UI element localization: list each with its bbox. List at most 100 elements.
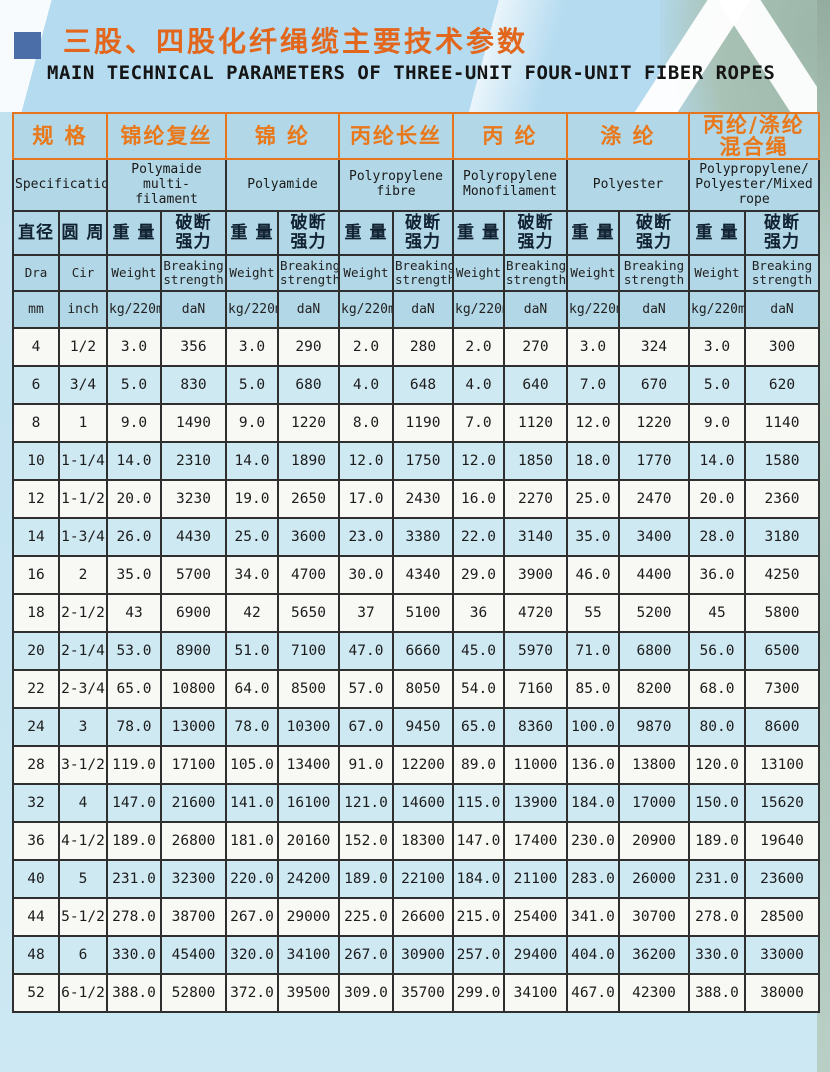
weight-cell: 189.0 xyxy=(338,859,394,900)
material-header-zh: 锦纶复丝 xyxy=(106,111,227,161)
breaking-strength-cell: 13800 xyxy=(618,745,690,786)
breaking-strength-cell: 4430 xyxy=(160,517,227,558)
weight-cell: 25.0 xyxy=(566,479,620,520)
diameter-cell: 10 xyxy=(12,441,60,482)
breaking-strength-cell: 1750 xyxy=(392,441,454,482)
breaking-strength-cell: 5100 xyxy=(392,593,454,634)
circumference-cell: 3-1/2 xyxy=(58,745,108,786)
weight-cell: 3.0 xyxy=(225,327,279,368)
weight-cell: 320.0 xyxy=(225,935,279,976)
weight-cell: 46.0 xyxy=(566,555,620,596)
breaking-strength-cell: 32300 xyxy=(160,859,227,900)
weight-cell: 150.0 xyxy=(688,783,746,824)
weight-cell: 152.0 xyxy=(338,821,394,862)
breaking-strength-cell: 8500 xyxy=(277,669,340,710)
breaking-strength-cell: 24200 xyxy=(277,859,340,900)
breaking-strength-cell: 34100 xyxy=(503,973,568,1014)
weight-unit: kg/220m xyxy=(452,290,505,330)
breaking-strength-cell: 7300 xyxy=(743,669,821,710)
weight-cell: 25.0 xyxy=(225,517,279,558)
weight-cell: 9.0 xyxy=(106,403,162,444)
circumference-cell: 1 xyxy=(58,403,108,444)
breaking-strength-cell: 19640 xyxy=(743,821,821,862)
weight-cell: 5.0 xyxy=(688,365,746,406)
diameter-cell: 24 xyxy=(12,707,60,748)
weight-unit: kg/220m xyxy=(225,290,279,330)
weight-cell: 184.0 xyxy=(566,783,620,824)
page-edge-strip xyxy=(817,0,830,1072)
breaking-header-en: Breaking strength xyxy=(277,254,340,293)
breaking-strength-cell: 10800 xyxy=(160,669,227,710)
breaking-strength-cell: 1580 xyxy=(743,441,821,482)
breaking-unit: daN xyxy=(277,290,340,330)
weight-cell: 467.0 xyxy=(566,973,620,1014)
breaking-strength-cell: 17400 xyxy=(503,821,568,862)
breaking-strength-cell: 13900 xyxy=(503,783,568,824)
breaking-strength-cell: 6500 xyxy=(743,631,821,672)
weight-cell: 278.0 xyxy=(106,897,162,938)
breaking-strength-cell: 2430 xyxy=(392,479,454,520)
breaking-strength-cell: 2360 xyxy=(743,479,821,520)
breaking-strength-cell: 680 xyxy=(277,365,340,406)
weight-cell: 189.0 xyxy=(106,821,162,862)
weight-cell: 184.0 xyxy=(452,859,505,900)
breaking-strength-cell: 20900 xyxy=(618,821,690,862)
weight-cell: 3.0 xyxy=(566,327,620,368)
weight-cell: 23.0 xyxy=(338,517,394,558)
breaking-unit: daN xyxy=(503,290,568,330)
breaking-header-zh: 破断 强力 xyxy=(743,210,821,257)
weight-cell: 67.0 xyxy=(338,707,394,748)
weight-cell: 136.0 xyxy=(566,745,620,786)
material-header-en: Polyamide xyxy=(225,158,340,213)
breaking-strength-cell: 648 xyxy=(392,365,454,406)
weight-cell: 80.0 xyxy=(688,707,746,748)
material-header-zh: 涤 纶 xyxy=(566,111,690,161)
dim-header-en: Dra xyxy=(12,254,60,293)
header-row-units: mm inch kg/220m daN kg/220m daN kg/220m daN kg/2… xyxy=(12,290,821,330)
breaking-strength-cell: 1770 xyxy=(618,441,690,482)
breaking-strength-cell: 5700 xyxy=(160,555,227,596)
weight-cell: 372.0 xyxy=(225,973,279,1014)
breaking-strength-cell: 4400 xyxy=(618,555,690,596)
material-header-zh: 锦 纶 xyxy=(225,111,340,161)
weight-cell: 78.0 xyxy=(225,707,279,748)
breaking-strength-cell: 2310 xyxy=(160,441,227,482)
breaking-strength-cell: 33000 xyxy=(743,935,821,976)
breaking-strength-cell: 34100 xyxy=(277,935,340,976)
breaking-strength-cell: 11000 xyxy=(503,745,568,786)
weight-cell: 2.0 xyxy=(452,327,505,368)
breaking-strength-cell: 30700 xyxy=(618,897,690,938)
weight-cell: 2.0 xyxy=(338,327,394,368)
weight-cell: 14.0 xyxy=(106,441,162,482)
breaking-strength-cell: 8200 xyxy=(618,669,690,710)
table-row: 6 3/4 5.0 830 5.0 680 4.0 648 4.0 640 7.0 670 5.0 620 xyxy=(12,365,821,406)
weight-cell: 115.0 xyxy=(452,783,505,824)
breaking-strength-cell: 1890 xyxy=(277,441,340,482)
breaking-strength-cell: 5650 xyxy=(277,593,340,634)
page-title-en: MAIN TECHNICAL PARAMETERS OF THREE-UNIT … xyxy=(47,62,776,85)
weight-cell: 68.0 xyxy=(688,669,746,710)
breaking-strength-cell: 8050 xyxy=(392,669,454,710)
page-title-zh: 三股、四股化纤绳缆主要技术参数 xyxy=(63,25,529,58)
diameter-cell: 32 xyxy=(12,783,60,824)
breaking-strength-cell: 7100 xyxy=(277,631,340,672)
circumference-cell: 4-1/2 xyxy=(58,821,108,862)
weight-cell: 53.0 xyxy=(106,631,162,672)
diameter-cell: 22 xyxy=(12,669,60,710)
circumference-cell: 2-3/4 xyxy=(58,669,108,710)
breaking-strength-cell: 6800 xyxy=(618,631,690,672)
breaking-strength-cell: 25400 xyxy=(503,897,568,938)
weight-unit: kg/220m xyxy=(338,290,394,330)
weight-cell: 45.0 xyxy=(452,631,505,672)
breaking-strength-cell: 38700 xyxy=(160,897,227,938)
table-row: 52 6-1/2 388.0 52800 372.0 39500 309.0 35700 299… xyxy=(12,973,821,1014)
weight-cell: 5.0 xyxy=(106,365,162,406)
weight-cell: 283.0 xyxy=(566,859,620,900)
table-row: 24 3 78.0 13000 78.0 10300 67.0 9450 65.0 8360 100… xyxy=(12,707,821,748)
breaking-strength-cell: 36200 xyxy=(618,935,690,976)
weight-cell: 35.0 xyxy=(106,555,162,596)
circumference-cell: 3 xyxy=(58,707,108,748)
table-row: 14 1-3/4 26.0 4430 25.0 3600 23.0 3380 22.0 3140 3… xyxy=(12,517,821,558)
breaking-strength-cell: 15620 xyxy=(743,783,821,824)
